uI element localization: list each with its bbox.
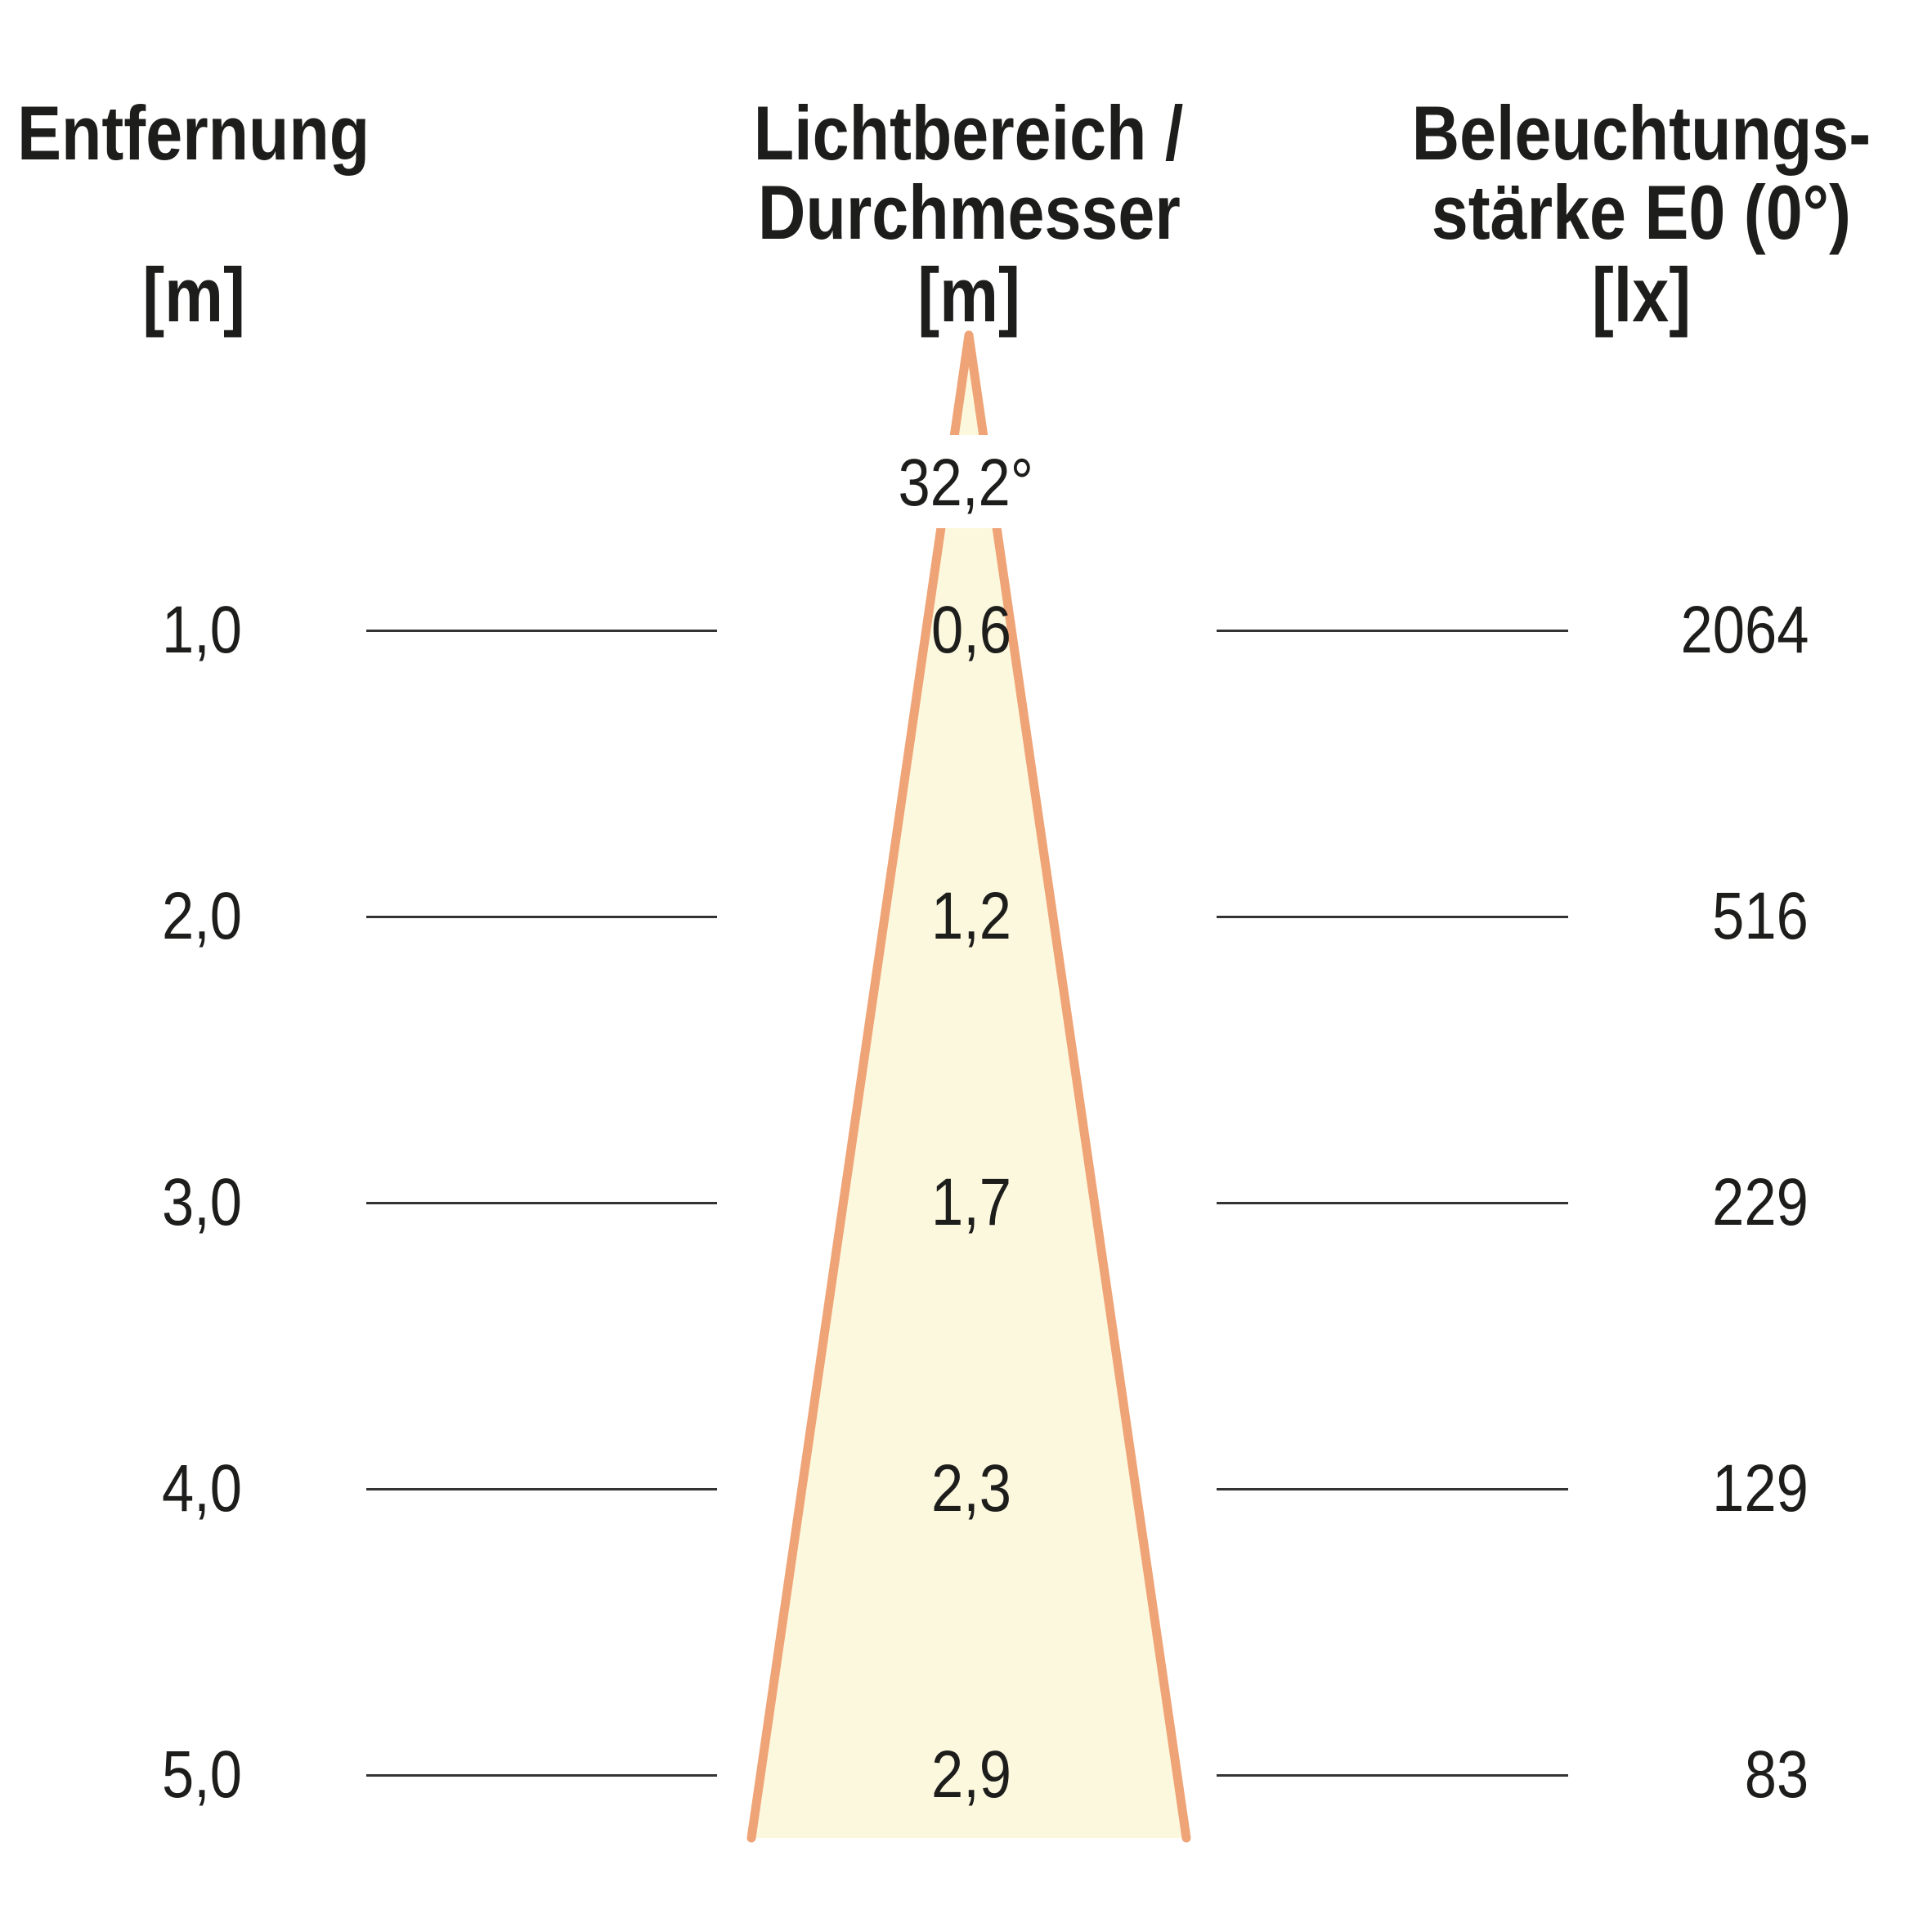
tick-line-right-row5 [1217,1774,1568,1777]
tick-line-right-row1 [1217,630,1568,632]
illuminance-value-row4-text: 129 [1712,1451,1809,1526]
diameter-value-row5: 2,9 [808,1718,1135,1832]
column-header-distance-text: Entfernung [17,90,370,176]
column-header-illuminance-line1: Beleuchtungs- [1396,76,1886,191]
tick-line-right-row2 [1217,916,1568,918]
column-header-illuminance-line2: stärke E0 (0°) [1396,155,1886,270]
distance-value-row5-text: 5,0 [161,1737,242,1812]
unit-distance: [m] [14,238,374,352]
distance-value-row1: 1,0 [62,573,242,688]
illuminance-value-row5-text: 83 [1744,1737,1809,1812]
column-header-diameter-line1-text: Lichtbereich / [754,90,1184,176]
illuminance-value-row3-text: 229 [1712,1165,1809,1239]
diameter-value-row5-text: 2,9 [930,1737,1012,1812]
diameter-value-row1: 0,6 [808,573,1135,688]
light-cone-right-edge [964,330,1191,1843]
distance-value-row4-text: 4,0 [161,1451,242,1526]
illuminance-value-row1: 2064 [1563,573,1809,688]
unit-illuminance: [lx] [1396,238,1886,352]
tick-line-left-row5 [366,1774,717,1777]
tick-line-right-row3 [1217,1202,1568,1204]
light-cone-fill [751,335,1186,1838]
distance-value-row3-text: 3,0 [161,1165,242,1239]
tick-line-right-row4 [1217,1488,1568,1490]
beam-angle-label: 32,2° [802,426,1129,540]
unit-diameter: [m] [724,238,1214,352]
tick-line-left-row2 [366,916,717,918]
diameter-value-row3: 1,7 [808,1145,1135,1260]
unit-distance-text: [m] [142,252,245,338]
column-header-distance: Entfernung [14,76,374,191]
tick-line-left-row4 [366,1488,717,1490]
unit-diameter-text: [m] [917,252,1020,338]
distance-value-row4: 4,0 [62,1432,242,1546]
distance-value-row2-text: 2,0 [161,879,242,953]
tick-line-left-row1 [366,630,717,632]
diameter-value-row4-text: 2,3 [930,1451,1012,1526]
illuminance-value-row4: 129 [1563,1432,1809,1546]
beam-angle-label-backdrop [875,435,1071,528]
illuminance-value-row5: 83 [1563,1718,1809,1832]
column-header-illuminance-line1-text: Beleuchtungs- [1411,90,1871,176]
beam-angle-label-text: 32,2° [898,446,1033,520]
diameter-value-row2-text: 1,2 [930,879,1012,953]
diameter-value-row3-text: 1,7 [930,1165,1012,1239]
illuminance-value-row2-text: 516 [1712,879,1809,953]
diameter-value-row4: 2,3 [808,1432,1135,1546]
diameter-value-row1-text: 0,6 [930,593,1012,667]
distance-value-row2: 2,0 [62,859,242,974]
column-header-diameter-line2-text: Durchmesser [757,169,1181,255]
light-cone-left-edge [746,330,974,1843]
diameter-value-row2: 1,2 [808,859,1135,974]
tick-line-left-row3 [366,1202,717,1204]
column-header-diameter-line1: Lichtbereich / [724,76,1214,191]
illuminance-value-row1-text: 2064 [1680,593,1809,667]
unit-illuminance-text: [lx] [1591,252,1691,338]
column-header-illuminance-line2-text: stärke E0 (0°) [1431,169,1851,255]
column-header-diameter-line2: Durchmesser [724,155,1214,270]
illuminance-value-row2: 516 [1563,859,1809,974]
illuminance-value-row3: 229 [1563,1145,1809,1260]
distance-value-row5: 5,0 [62,1718,242,1832]
distance-value-row1-text: 1,0 [161,593,242,667]
distance-value-row3: 3,0 [62,1145,242,1260]
